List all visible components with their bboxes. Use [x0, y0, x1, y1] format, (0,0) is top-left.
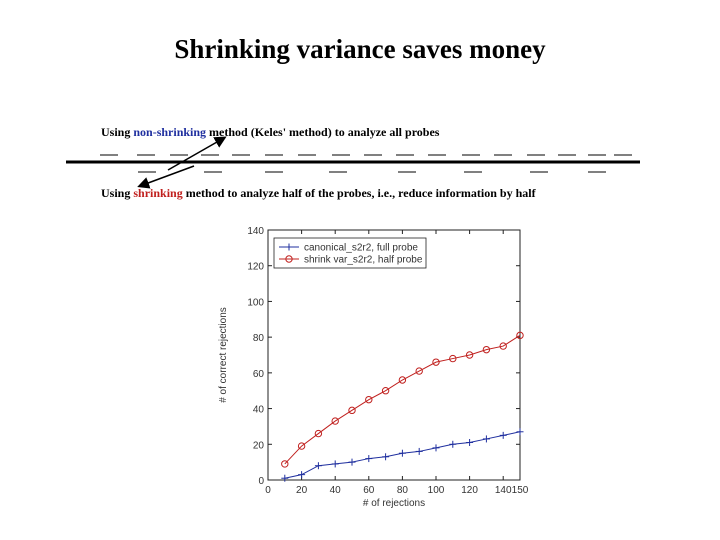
note-bottom-after: method to analyze half of the probes, i.… [182, 186, 536, 200]
x-tick-label: 60 [363, 485, 375, 496]
chart-series [281, 331, 524, 482]
data-point [482, 435, 490, 443]
data-point [398, 376, 407, 384]
data-point [449, 354, 457, 363]
data-point [298, 471, 306, 479]
note-shrinking: Using shrinking method to analyze half o… [101, 186, 536, 201]
data-point [348, 458, 356, 466]
data-point [449, 440, 457, 448]
data-point [281, 460, 289, 468]
y-axis-title: # of correct rejections [218, 307, 229, 403]
note-top-highlight: non-shrinking [133, 125, 207, 139]
note-top-after: method (Keles' method) to analyze all pr… [206, 125, 440, 139]
data-point [314, 462, 322, 470]
note-top-before: Using [101, 125, 134, 139]
data-point [382, 453, 390, 461]
data-point [281, 474, 289, 482]
data-point [285, 243, 293, 251]
data-point [314, 429, 323, 438]
data-point [516, 428, 524, 436]
y-tick-label: 40 [253, 405, 265, 416]
y-tick-label: 80 [253, 333, 265, 344]
y-tick-label: 140 [247, 226, 264, 237]
data-point [466, 439, 474, 446]
data-point [432, 444, 440, 452]
legend-label: canonical_s2r2, full probe [304, 243, 418, 254]
x-tick-label: 100 [428, 485, 445, 496]
note-non-shrinking: Using non-shrinking method (Keles' metho… [101, 125, 439, 140]
data-point [465, 351, 474, 359]
series-0 [281, 428, 524, 482]
x-tick-label: 120 [461, 485, 478, 496]
note-bottom-highlight: shrinking [133, 186, 183, 200]
y-tick-label: 60 [253, 369, 265, 380]
x-axis-title: # of rejections [363, 498, 425, 509]
data-point [365, 455, 373, 463]
x-tick-label: 20 [296, 485, 308, 496]
plot-frame [267, 229, 521, 481]
legend-label: shrink var_s2r2, half probe [304, 255, 423, 266]
slide-title: Shrinking variance saves money [174, 34, 546, 64]
series-1 [281, 331, 524, 468]
x-tick-label: 80 [397, 485, 409, 496]
data-point [415, 447, 423, 455]
legend-item: canonical_s2r2, full probe [279, 243, 418, 254]
data-point [499, 342, 507, 350]
y-tick-label: 0 [258, 476, 264, 487]
y-tick-label: 20 [253, 440, 265, 451]
arrow-to-non-shrinking [167, 136, 227, 171]
data-point [499, 431, 507, 439]
x-tick-label: 40 [330, 485, 342, 496]
y-tick-label: 100 [247, 297, 264, 308]
x-tick-label: 140 [495, 485, 512, 496]
data-point [331, 417, 339, 425]
legend-box [273, 237, 427, 269]
data-point [297, 442, 306, 450]
data-point [516, 331, 524, 340]
series-line [284, 334, 521, 465]
y-tick-label: 120 [247, 262, 264, 273]
x-tick-label: 0 [265, 485, 271, 496]
data-point [415, 367, 423, 375]
note-bottom-before: Using [101, 186, 134, 200]
x-tick-label: 150 [512, 485, 529, 496]
chart-axes: 0 20 40 60 80 100 120 140 150020406080100120140#… [218, 226, 529, 509]
data-point [381, 387, 390, 395]
data-point [365, 395, 373, 404]
legend-item: shrink var_s2r2, half probe [279, 255, 423, 266]
data-point [398, 449, 406, 457]
data-point [482, 345, 491, 354]
data-point [285, 255, 293, 263]
data-point [331, 460, 339, 468]
data-point [348, 406, 356, 415]
data-point [432, 358, 440, 366]
arrow-to-shrinking [137, 165, 195, 189]
